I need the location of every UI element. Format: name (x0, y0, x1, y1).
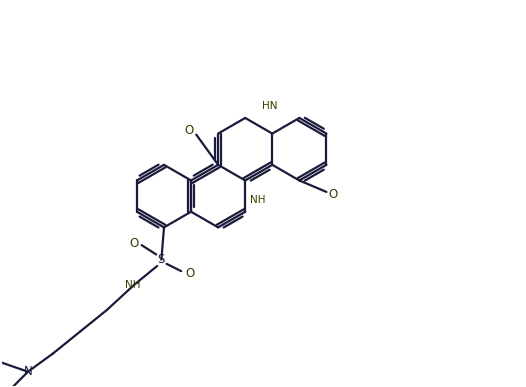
Text: HN: HN (262, 101, 277, 111)
Text: O: O (185, 267, 194, 280)
Text: O: O (329, 188, 338, 201)
Text: NH: NH (250, 195, 266, 205)
Text: S: S (158, 253, 165, 266)
Text: N: N (24, 365, 33, 378)
Text: NH: NH (125, 280, 140, 290)
Text: O: O (129, 236, 138, 250)
Text: O: O (185, 125, 194, 137)
